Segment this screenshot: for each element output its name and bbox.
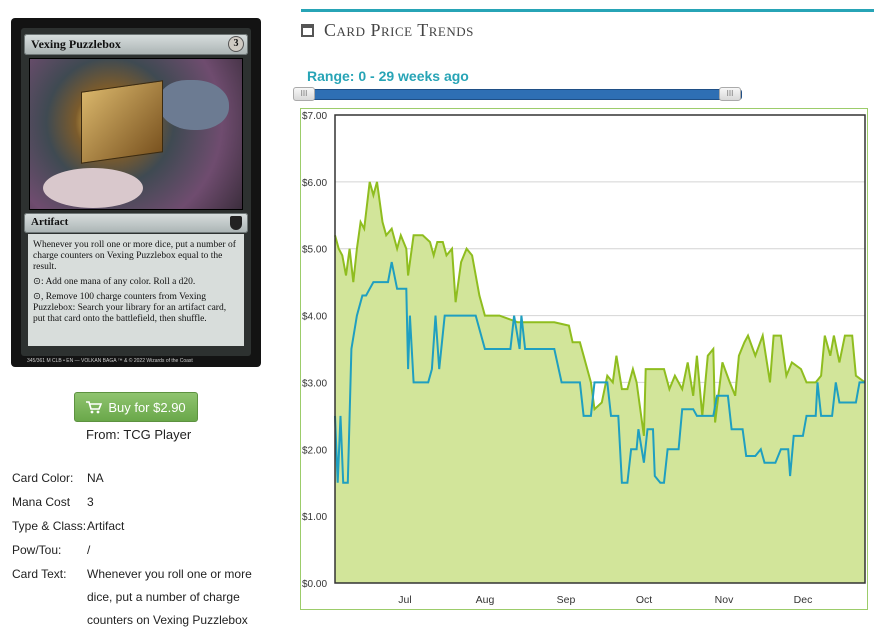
- rules-line: Whenever you roll one or more dice, put …: [33, 240, 236, 272]
- series-1-line: [334, 261, 865, 484]
- section-title-text: Card Price Trends: [324, 20, 474, 40]
- range-slider-start-handle[interactable]: III: [293, 87, 315, 101]
- detail-value: 3: [87, 495, 94, 509]
- price-chart-svg: $0.00 $1.00 $2.00 $3.00 $4.00 $5.00 $6.00 $7.00…: [302, 111, 866, 606]
- x-tick-label: Oct: [636, 594, 652, 606]
- card-type-line: Artifact: [31, 216, 69, 228]
- detail-value: counters on Vexing Puzzlebox: [87, 613, 248, 627]
- buy-button-label: Buy for $2.90: [108, 399, 186, 415]
- cart-icon: [86, 400, 103, 413]
- y-tick-label: $6.00: [302, 178, 327, 189]
- y-tick-label: $5.00: [302, 245, 327, 256]
- detail-value: dice, put a number of charge: [87, 590, 240, 604]
- x-tick-label: Aug: [476, 594, 495, 606]
- range-slider-track[interactable]: [297, 89, 742, 100]
- card-name: Vexing Puzzlebox: [31, 37, 121, 51]
- buy-button[interactable]: Buy for $2.90: [74, 392, 198, 422]
- detail-value: NA: [87, 471, 104, 485]
- series-0-line: [334, 181, 866, 437]
- card-text-box: Whenever you roll one or more dice, put …: [28, 234, 244, 346]
- series-0-area: [335, 181, 865, 583]
- detail-value: Whenever you roll one or more: [87, 567, 252, 581]
- card-artwork: [29, 58, 243, 210]
- rules-line: ⊙, Remove 100 charge counters from Vexin…: [33, 291, 227, 324]
- y-tick-label: $4.00: [302, 312, 327, 323]
- card-footer: 345/361 M CLB • EN — VOLKAN BAGA ™ & © 2…: [27, 358, 193, 364]
- detail-label: Card Text:: [12, 567, 67, 581]
- range-label: Range: 0 - 29 weeks ago: [307, 68, 469, 84]
- y-tick-label: $1.00: [302, 512, 327, 523]
- x-tick-label: Sep: [557, 594, 576, 606]
- detail-value: Artifact: [87, 519, 125, 533]
- y-tick-label: $7.00: [302, 111, 327, 122]
- mana-cost-symbol: 3: [229, 37, 243, 51]
- section-title: Card Price Trends: [301, 20, 474, 41]
- detail-label: Card Color:: [12, 471, 74, 485]
- detail-label: Pow/Tou:: [12, 543, 62, 557]
- price-source: From: TCG Player: [86, 427, 192, 442]
- set-symbol-icon: [230, 216, 242, 230]
- x-tick-label: Jul: [398, 594, 411, 606]
- y-tick-label: $2.00: [302, 445, 327, 456]
- rules-line: ⊙: Add one mana of any color. Roll a d20…: [33, 276, 196, 287]
- detail-label: Type & Class:: [12, 519, 87, 533]
- plot-frame: [334, 114, 866, 584]
- x-tick-label: Dec: [794, 594, 813, 606]
- card-image: Vexing Puzzlebox 3 Artifact Whenever you…: [11, 18, 261, 367]
- card-name-bar: Vexing Puzzlebox 3: [24, 34, 248, 55]
- detail-value: /: [87, 543, 91, 557]
- x-tick-label: Nov: [715, 594, 734, 606]
- detail-label: Mana Cost: [12, 495, 71, 509]
- y-tick-label: $3.00: [302, 378, 327, 389]
- range-slider-end-handle[interactable]: III: [719, 87, 741, 101]
- y-tick-label: $0.00: [302, 579, 327, 590]
- section-top-border: [301, 9, 874, 12]
- card-type-bar: Artifact: [24, 213, 248, 233]
- calendar-icon: [301, 24, 314, 37]
- price-chart: $0.00 $1.00 $2.00 $3.00 $4.00 $5.00 $6.00 $7.00…: [300, 108, 868, 610]
